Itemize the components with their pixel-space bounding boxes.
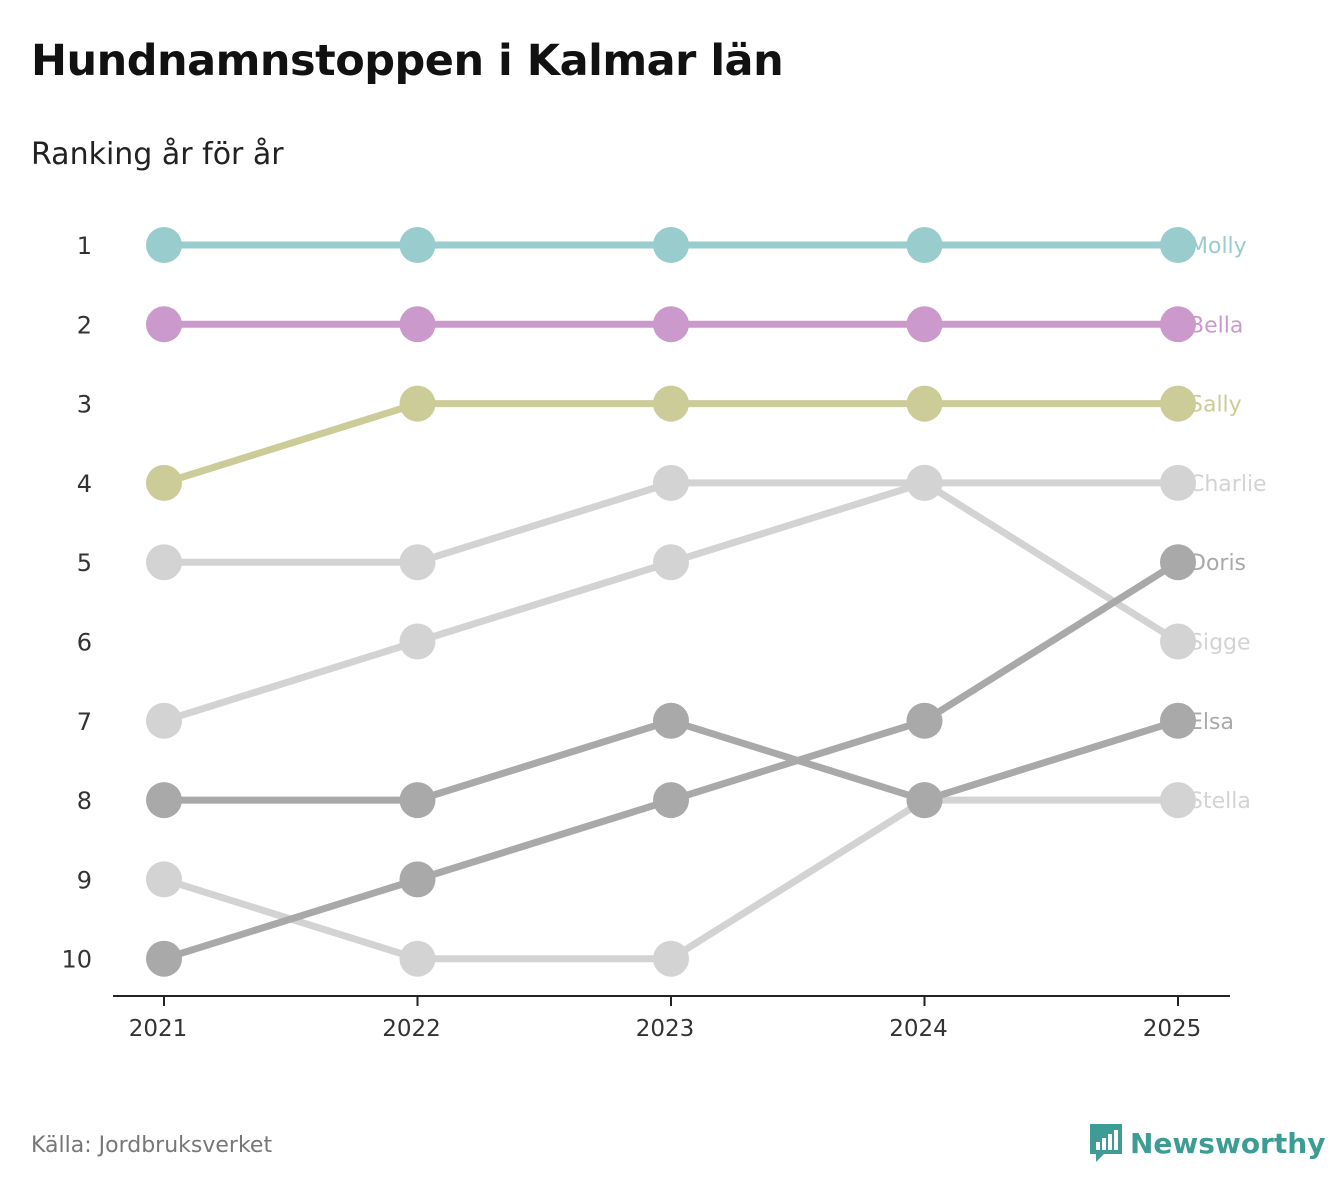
y-tick-label: 8 xyxy=(77,787,92,815)
data-point-stella[interactable] xyxy=(653,940,689,977)
series-label-doris: Doris xyxy=(1189,551,1246,576)
data-point-doris[interactable] xyxy=(1160,544,1196,581)
data-point-doris[interactable] xyxy=(399,861,436,898)
y-tick-label: 7 xyxy=(77,708,92,736)
brand-logo[interactable]: Newsworthy xyxy=(1088,1122,1325,1164)
data-point-elsa[interactable] xyxy=(906,782,943,819)
series-label-molly: Molly xyxy=(1189,234,1247,259)
series-line-stella xyxy=(160,796,1182,963)
data-point-bella[interactable] xyxy=(653,306,689,343)
newsworthy-logo-icon xyxy=(1090,1124,1122,1162)
x-axis: 2021 2022 2023 2024 2025 xyxy=(113,995,1230,1042)
data-point-charlie[interactable] xyxy=(399,544,436,581)
data-point-charlie[interactable] xyxy=(653,464,689,501)
series-end-labels: Stella Charlie Sigge Elsa Doris Sally Bella Mol… xyxy=(1189,234,1267,814)
y-axis-ticks: 1 2 3 4 5 6 7 8 9 10 xyxy=(61,232,92,974)
data-point-sally[interactable] xyxy=(906,385,943,422)
data-point-stella[interactable] xyxy=(146,861,182,898)
series-lines xyxy=(160,241,1182,963)
series-line-doris xyxy=(160,558,1182,963)
series-label-bella: Bella xyxy=(1189,313,1243,338)
data-point-elsa[interactable] xyxy=(146,782,182,819)
y-tick-label: 2 xyxy=(77,311,92,339)
y-tick-label: 6 xyxy=(77,629,92,657)
x-tick-label: 2023 xyxy=(636,1016,695,1042)
data-point-sigge[interactable] xyxy=(1160,623,1196,660)
source-note: Källa: Jordbruksverket xyxy=(31,1133,273,1158)
series-label-charlie: Charlie xyxy=(1189,472,1267,497)
data-point-bella[interactable] xyxy=(906,306,943,343)
y-tick-label: 1 xyxy=(77,232,92,260)
x-tick-label: 2025 xyxy=(1143,1016,1202,1042)
series-label-sigge: Sigge xyxy=(1189,631,1251,656)
y-tick-label: 3 xyxy=(77,391,92,419)
data-point-sigge[interactable] xyxy=(399,623,436,660)
chart-title: Hundnamnstoppen i Kalmar län xyxy=(31,36,784,86)
y-tick-label: 10 xyxy=(61,946,92,974)
data-point-molly[interactable] xyxy=(653,227,689,263)
series-label-stella: Stella xyxy=(1189,789,1251,814)
data-point-doris[interactable] xyxy=(653,782,689,819)
data-point-elsa[interactable] xyxy=(653,702,689,739)
data-point-doris[interactable] xyxy=(146,940,182,977)
data-point-stella[interactable] xyxy=(1160,782,1196,819)
data-point-elsa[interactable] xyxy=(399,782,436,819)
data-point-molly[interactable] xyxy=(1160,227,1196,263)
data-point-sigge[interactable] xyxy=(906,464,943,501)
data-point-stella[interactable] xyxy=(399,940,436,977)
y-tick-label: 9 xyxy=(77,866,92,894)
x-tick-label: 2021 xyxy=(129,1016,188,1042)
data-point-sally[interactable] xyxy=(146,464,182,501)
series-line-sigge xyxy=(160,479,1182,725)
data-point-sally[interactable] xyxy=(653,385,689,422)
data-point-bella[interactable] xyxy=(146,306,182,343)
data-point-bella[interactable] xyxy=(399,306,436,343)
series-label-sally: Sally xyxy=(1189,393,1242,418)
brand-name: Newsworthy xyxy=(1130,1126,1326,1160)
y-tick-label: 5 xyxy=(77,549,92,577)
x-tick-label: 2022 xyxy=(382,1016,441,1042)
data-point-elsa[interactable] xyxy=(1160,702,1196,739)
data-point-sally[interactable] xyxy=(1160,385,1196,422)
data-point-sigge[interactable] xyxy=(653,544,689,581)
data-point-doris[interactable] xyxy=(906,702,943,739)
chart-subtitle: Ranking år för år xyxy=(31,137,284,172)
data-point-sally[interactable] xyxy=(399,385,436,422)
series-label-elsa: Elsa xyxy=(1189,710,1234,735)
data-point-molly[interactable] xyxy=(399,227,436,263)
data-point-charlie[interactable] xyxy=(1160,464,1196,501)
data-point-molly[interactable] xyxy=(146,227,182,263)
data-point-bella[interactable] xyxy=(1160,306,1196,343)
data-point-molly[interactable] xyxy=(906,227,943,263)
y-tick-label: 4 xyxy=(77,470,92,498)
data-point-sigge[interactable] xyxy=(146,702,182,739)
data-point-charlie[interactable] xyxy=(146,544,182,581)
x-tick-label: 2024 xyxy=(889,1016,948,1042)
series-points xyxy=(146,227,1196,977)
